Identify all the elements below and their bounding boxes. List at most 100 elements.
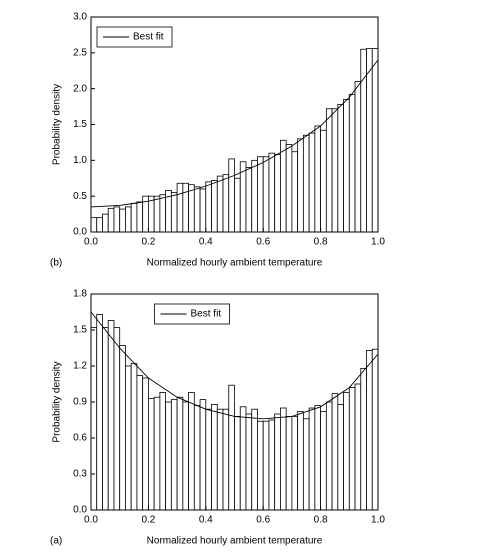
histogram-bar	[251, 408, 258, 511]
histogram-bar	[371, 48, 379, 233]
histogram-bar	[119, 208, 126, 233]
histogram-bar	[216, 408, 224, 511]
y-tick-label: 1.2	[73, 361, 87, 372]
histogram-bar	[90, 217, 98, 233]
histogram-bar	[153, 195, 161, 233]
x-tick-label: 1.0	[371, 515, 385, 526]
histogram-bar	[280, 407, 287, 511]
histogram-bar	[354, 383, 362, 511]
panel-label: (a)	[50, 536, 62, 547]
histogram-bar	[102, 327, 109, 511]
x-tick-label: 0.0	[84, 237, 98, 248]
histogram-bar	[308, 407, 316, 511]
histogram-bar	[170, 192, 178, 233]
histogram-bar	[228, 158, 235, 233]
histogram-bar	[188, 391, 195, 511]
histogram-bar	[136, 375, 144, 511]
y-tick-label: 0.9	[73, 397, 87, 408]
histogram-bar	[348, 387, 356, 511]
histogram-bar	[147, 195, 155, 233]
histogram-bar	[325, 108, 333, 233]
histogram-bar	[205, 181, 212, 233]
legend-label: Best fit	[191, 309, 222, 320]
panel-label: (b)	[50, 258, 62, 269]
histogram-bar	[331, 393, 339, 511]
x-tick-label: 0.4	[199, 515, 213, 526]
histogram-bar	[102, 213, 109, 233]
histogram-bar	[234, 177, 241, 233]
histogram-bar	[211, 403, 218, 511]
histogram-bar	[314, 125, 321, 233]
histogram-bar	[268, 152, 276, 233]
histogram-bar	[366, 349, 373, 511]
histogram-bar	[107, 319, 115, 511]
histogram-bar	[343, 99, 350, 233]
histogram-bar	[159, 391, 167, 511]
histogram-bar	[268, 419, 276, 511]
x-tick-label: 0.4	[199, 237, 213, 248]
y-tick-label: 0.5	[73, 191, 87, 202]
histogram-bar	[222, 408, 230, 511]
y-tick-label: 3.0	[73, 12, 87, 23]
histogram-bar	[297, 138, 304, 233]
y-tick-label: 2.0	[73, 83, 87, 94]
histogram-bar	[280, 139, 287, 233]
histogram-bar	[147, 397, 155, 511]
histogram-bar	[199, 188, 207, 233]
histogram-bar	[130, 202, 138, 233]
x-tick-label: 0.8	[314, 515, 328, 526]
histogram-bar	[257, 420, 264, 511]
histogram-bar	[211, 179, 218, 233]
histogram-bar	[165, 401, 172, 511]
y-tick-label: 1.8	[73, 289, 87, 300]
y-tick-label: 2.5	[73, 47, 87, 58]
histogram-bar	[274, 413, 281, 511]
histogram-bar	[291, 151, 299, 233]
histogram-bar	[234, 415, 241, 511]
histogram-bar	[257, 156, 264, 233]
x-axis-title: Normalized hourly ambient temperature	[147, 258, 323, 269]
histogram-bar	[262, 156, 270, 233]
x-tick-label: 0.8	[314, 237, 328, 248]
histogram-bar	[176, 182, 184, 233]
y-tick-label: 0.0	[73, 227, 87, 238]
x-axis-title: Normalized hourly ambient temperature	[147, 536, 323, 547]
histogram-bar	[274, 154, 281, 233]
histogram-bar	[119, 345, 126, 511]
x-tick-label: 0.2	[141, 515, 155, 526]
histogram-bar	[337, 403, 344, 511]
histogram-bar	[205, 408, 212, 511]
fit-line	[90, 311, 379, 420]
x-tick-label: 0.6	[256, 237, 270, 248]
histogram-bar	[291, 415, 299, 511]
y-tick-label: 1.0	[73, 155, 87, 166]
legend-box	[154, 303, 230, 325]
histogram-bar	[285, 415, 293, 511]
histogram-bar	[371, 348, 379, 511]
legend-box	[96, 26, 173, 48]
histogram-bar	[262, 420, 270, 511]
histogram-bar	[343, 391, 350, 511]
y-tick-label: 0.6	[73, 433, 87, 444]
histogram-bar	[228, 384, 235, 511]
histogram-bar	[251, 159, 258, 233]
histogram-bar	[354, 81, 362, 233]
histogram-bar	[96, 313, 103, 511]
histogram-bar	[193, 405, 201, 511]
histogram-bar	[348, 94, 356, 233]
y-tick-label: 1.5	[73, 325, 87, 336]
histogram-bar	[113, 206, 121, 233]
y-axis-title: Probability density	[52, 361, 63, 442]
histogram-bar	[366, 48, 373, 233]
histogram-bar	[113, 327, 121, 511]
histogram-bar	[125, 365, 132, 511]
x-tick-label: 0.0	[84, 515, 98, 526]
histogram-bar	[182, 401, 189, 511]
histogram-bar	[216, 175, 224, 233]
histogram-bar	[239, 406, 247, 511]
histogram-bar	[136, 201, 144, 233]
histogram-bar	[159, 194, 167, 233]
histogram-bar	[314, 405, 321, 511]
histogram-bar	[96, 217, 103, 233]
